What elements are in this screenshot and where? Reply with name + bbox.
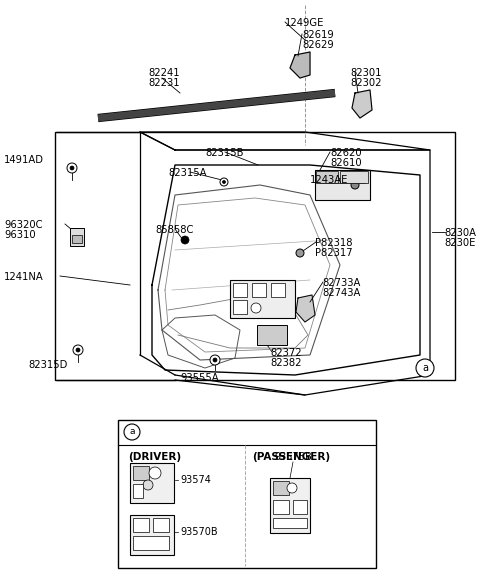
Text: P82318: P82318 <box>315 238 352 248</box>
Bar <box>133 536 169 550</box>
Bar <box>133 484 143 498</box>
Bar <box>273 518 307 528</box>
Text: 8230E: 8230E <box>444 238 475 248</box>
Bar <box>153 518 169 532</box>
Text: (PASSENGER): (PASSENGER) <box>252 452 330 462</box>
Bar <box>55 132 455 380</box>
Bar <box>271 283 285 297</box>
Circle shape <box>213 358 217 362</box>
Circle shape <box>76 348 80 352</box>
Bar <box>130 463 174 503</box>
Text: 93555A: 93555A <box>180 373 218 383</box>
Polygon shape <box>352 90 372 118</box>
Text: 1249GE: 1249GE <box>285 18 324 28</box>
Bar <box>316 171 338 183</box>
Bar <box>252 283 266 297</box>
Circle shape <box>181 236 189 244</box>
Text: 8230A: 8230A <box>444 228 476 238</box>
Text: P82317: P82317 <box>315 248 353 258</box>
Circle shape <box>149 467 161 479</box>
Bar <box>270 478 310 533</box>
Circle shape <box>223 180 226 183</box>
Circle shape <box>124 424 140 440</box>
Text: 82315B: 82315B <box>205 148 243 158</box>
Text: 82241: 82241 <box>148 68 180 78</box>
Text: 82315D: 82315D <box>28 360 67 370</box>
Text: 96320C: 96320C <box>4 220 43 230</box>
Text: a: a <box>129 428 135 437</box>
Text: 1243AE: 1243AE <box>310 175 348 185</box>
Bar <box>315 170 370 200</box>
Bar <box>293 500 307 514</box>
Text: (DRIVER): (DRIVER) <box>128 452 181 462</box>
Text: 1491AD: 1491AD <box>4 155 44 165</box>
Text: 82743A: 82743A <box>322 288 360 298</box>
Circle shape <box>67 163 77 173</box>
Text: 93570B: 93570B <box>180 527 217 537</box>
Bar <box>118 420 376 568</box>
Circle shape <box>143 480 153 490</box>
Bar <box>340 171 368 183</box>
Bar <box>230 280 295 318</box>
Circle shape <box>220 178 228 186</box>
Bar <box>273 500 289 514</box>
Text: 82302: 82302 <box>350 78 382 88</box>
Text: a: a <box>422 363 428 373</box>
Bar <box>130 515 174 555</box>
Bar <box>233 300 247 314</box>
Text: 82382: 82382 <box>270 358 301 368</box>
Circle shape <box>73 345 83 355</box>
Text: 82301: 82301 <box>350 68 382 78</box>
Polygon shape <box>290 52 310 78</box>
Bar <box>72 235 82 243</box>
Text: 82733A: 82733A <box>322 278 360 288</box>
Bar <box>233 283 247 297</box>
Text: 82619: 82619 <box>302 30 334 40</box>
Circle shape <box>416 359 434 377</box>
Bar <box>133 518 149 532</box>
Bar <box>273 481 289 495</box>
Text: 96310: 96310 <box>4 230 36 240</box>
Bar <box>70 228 84 246</box>
Text: 93574: 93574 <box>180 475 211 485</box>
Text: 93575B: 93575B <box>274 452 312 462</box>
Circle shape <box>351 181 359 189</box>
Circle shape <box>210 355 220 365</box>
Circle shape <box>287 483 297 493</box>
Text: 1241NA: 1241NA <box>4 272 44 282</box>
Text: 82620: 82620 <box>330 148 361 158</box>
Text: 85858C: 85858C <box>155 225 193 235</box>
Text: 82629: 82629 <box>302 40 334 50</box>
Circle shape <box>70 166 74 170</box>
Text: 82372: 82372 <box>270 348 301 358</box>
Text: 82610: 82610 <box>330 158 361 168</box>
Text: 82315A: 82315A <box>168 168 206 178</box>
Polygon shape <box>296 295 315 322</box>
Circle shape <box>251 303 261 313</box>
Circle shape <box>296 249 304 257</box>
Text: 82231: 82231 <box>148 78 180 88</box>
Bar <box>133 466 149 480</box>
Bar <box>257 325 287 345</box>
